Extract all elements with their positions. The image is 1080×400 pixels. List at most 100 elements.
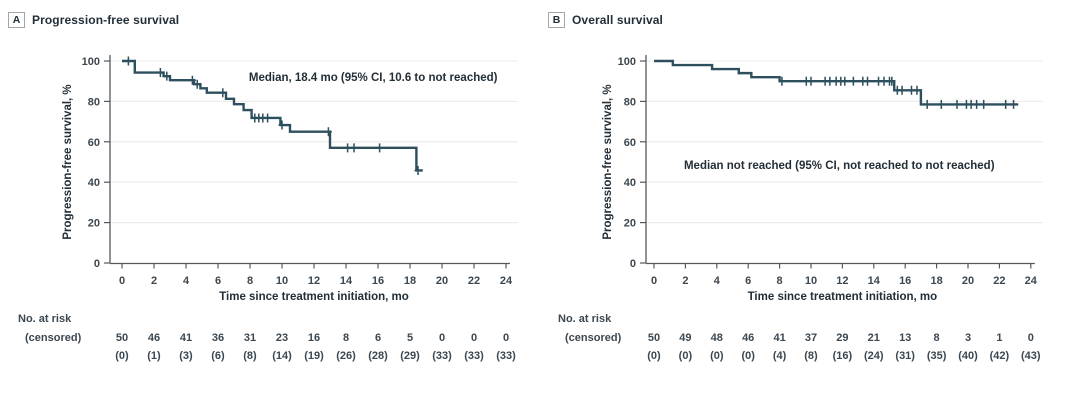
- x-tick-label: 20: [962, 275, 974, 287]
- censor-mark: [219, 88, 227, 98]
- censored-value: (33): [464, 350, 484, 362]
- censored-value: (31): [895, 350, 915, 362]
- y-tick-label: 60: [88, 137, 100, 149]
- censored-value: (0): [647, 350, 661, 362]
- censored-value: (43): [1021, 350, 1041, 362]
- censor-mark: [414, 165, 422, 175]
- censor-mark: [188, 75, 196, 85]
- x-tick-label: 16: [372, 275, 384, 287]
- censor-mark: [826, 76, 834, 86]
- at-risk-value: 37: [805, 332, 817, 344]
- at-risk-value: 46: [148, 332, 160, 344]
- y-tick-label: 40: [624, 177, 636, 189]
- censor-mark: [376, 143, 384, 153]
- at-risk-value: 29: [836, 332, 848, 344]
- censored-value: (19): [304, 350, 324, 362]
- censored-header-a: (censored): [25, 332, 82, 344]
- y-tick-label: 80: [624, 96, 636, 108]
- at-risk-value: 31: [244, 332, 256, 344]
- x-tick-label: 6: [215, 275, 221, 287]
- at-risk-value: 50: [648, 332, 660, 344]
- y-axis-label-a: Progression-free survival, %: [62, 84, 74, 239]
- x-axis-label-a: Time since treatment initiation, mo: [219, 291, 409, 303]
- censored-value: (35): [927, 350, 947, 362]
- censored-value: (6): [211, 350, 225, 362]
- x-tick-label: 10: [805, 275, 817, 287]
- y-tick-label: 20: [624, 218, 636, 230]
- y-tick-label: 0: [94, 258, 100, 270]
- censor-mark: [913, 85, 921, 95]
- survival-curve-b: [654, 59, 1019, 106]
- x-tick-label: 12: [308, 275, 320, 287]
- censored-value: (14): [272, 350, 292, 362]
- x-axis-label-b: Time since treatment initiation, mo: [748, 291, 938, 303]
- x-tick-label: 14: [340, 275, 353, 287]
- censor-mark: [807, 76, 815, 86]
- x-tick-label: 24: [500, 275, 513, 287]
- at-risk-value: 48: [711, 332, 723, 344]
- censor-mark: [849, 76, 857, 86]
- censor-mark: [163, 71, 171, 81]
- censor-mark: [124, 56, 132, 66]
- panel-b-title: Overall survival: [572, 13, 663, 27]
- at-risk-value: 41: [180, 332, 192, 344]
- y-tick-label: 20: [88, 218, 100, 230]
- at-risk-value: 23: [276, 332, 288, 344]
- x-tick-label: 24: [1025, 275, 1038, 287]
- median-annotation-b: Median not reached (95% CI, not reached …: [684, 160, 995, 172]
- at-risk-value: 46: [742, 332, 754, 344]
- censored-value: (33): [496, 350, 516, 362]
- y-tick-label: 40: [88, 177, 100, 189]
- at-risk-value: 0: [503, 332, 509, 344]
- censored-value: (0): [710, 350, 724, 362]
- x-tick-label: 0: [119, 275, 125, 287]
- panel-a-title: Progression-free survival: [32, 13, 180, 27]
- median-annotation-a: Median, 18.4 mo (95% CI, 10.6 to not rea…: [249, 72, 498, 84]
- censored-value: (16): [833, 350, 853, 362]
- censored-header-b: (censored): [565, 332, 622, 344]
- censor-mark: [888, 76, 896, 86]
- censor-mark: [898, 85, 906, 95]
- at-risk-value: 8: [343, 332, 349, 344]
- x-tick-label: 6: [745, 275, 751, 287]
- at-risk-value: 5: [407, 332, 413, 344]
- at-risk-value: 21: [868, 332, 880, 344]
- panel-b-header: B Overall survival: [548, 12, 663, 28]
- censor-mark: [193, 79, 201, 89]
- censor-mark: [937, 99, 945, 109]
- censor-mark: [324, 127, 332, 137]
- y-tick-label: 100: [82, 56, 100, 68]
- censor-mark: [973, 99, 981, 109]
- censor-mark: [156, 68, 164, 78]
- at-risk-value: 13: [899, 332, 911, 344]
- panel-b-label: B: [548, 12, 565, 28]
- at-risk-value: 36: [212, 332, 224, 344]
- x-tick-label: 0: [651, 275, 657, 287]
- censor-mark: [953, 99, 961, 109]
- risk-header-b: No. at risk: [558, 313, 612, 325]
- x-tick-label: 4: [714, 275, 721, 287]
- x-tick-label: 8: [247, 275, 253, 287]
- censor-mark: [278, 120, 286, 130]
- at-risk-value: 49: [679, 332, 691, 344]
- censor-mark: [864, 76, 872, 86]
- x-tick-label: 2: [682, 275, 688, 287]
- at-risk-value: 0: [1028, 332, 1034, 344]
- censored-value: (29): [400, 350, 420, 362]
- censored-value: (1): [147, 350, 161, 362]
- censored-value: (24): [864, 350, 884, 362]
- censor-mark: [923, 99, 931, 109]
- censor-mark: [841, 76, 849, 86]
- censor-mark: [1010, 99, 1018, 109]
- at-risk-value: 0: [439, 332, 445, 344]
- y-axis-label-b: Progression-free survival, %: [602, 84, 614, 239]
- censored-value: (42): [990, 350, 1010, 362]
- x-tick-label: 22: [468, 275, 480, 287]
- y-tick-label: 100: [618, 56, 636, 68]
- x-tick-label: 18: [404, 275, 416, 287]
- at-risk-value: 8: [934, 332, 940, 344]
- x-tick-label: 20: [436, 275, 448, 287]
- at-risk-value: 6: [375, 332, 381, 344]
- risk-header-a: No. at risk: [18, 313, 72, 325]
- panel-a-label: A: [8, 12, 25, 28]
